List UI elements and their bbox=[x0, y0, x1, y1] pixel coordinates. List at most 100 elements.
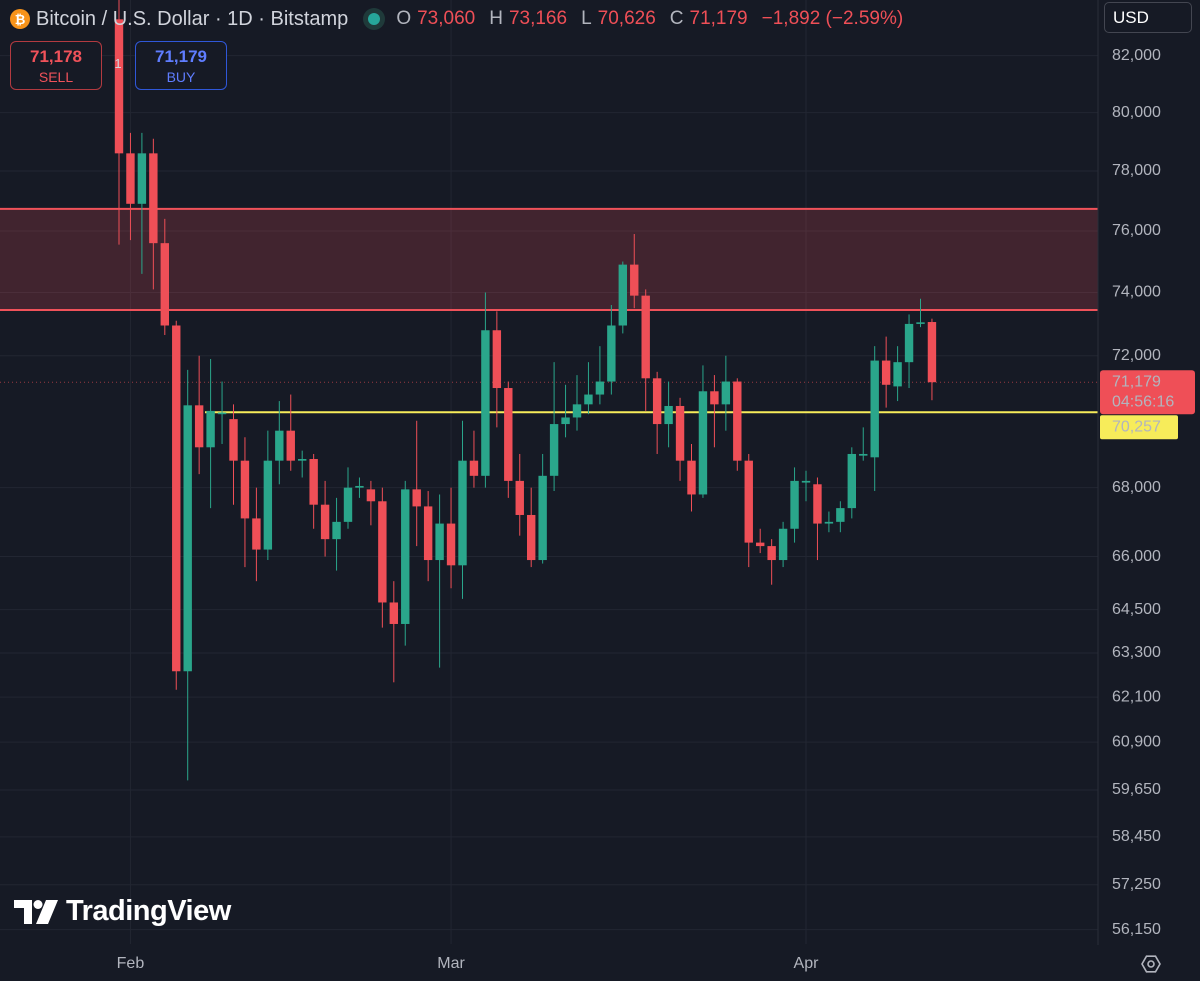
candle-body bbox=[549, 424, 559, 476]
candle-body bbox=[836, 508, 845, 522]
candle-body bbox=[332, 521, 341, 540]
candle-body bbox=[469, 460, 479, 476]
y-tick-label: 58,450 bbox=[1112, 828, 1161, 845]
settings-icon[interactable] bbox=[1141, 955, 1161, 973]
y-tick-label: 72,000 bbox=[1112, 347, 1161, 364]
price-axis-bg bbox=[1098, 0, 1200, 981]
candle-body bbox=[893, 362, 902, 387]
candle-body bbox=[286, 430, 295, 461]
candle-body bbox=[813, 484, 822, 524]
candle-body bbox=[412, 489, 421, 507]
buy-price[interactable]: 71,179 bbox=[155, 46, 207, 66]
candle-body bbox=[595, 381, 605, 395]
candle-body bbox=[572, 404, 582, 418]
y-tick-label: 60,900 bbox=[1112, 733, 1161, 750]
candle-body bbox=[401, 489, 410, 624]
settings-hex[interactable] bbox=[1141, 955, 1161, 973]
candle-body bbox=[733, 381, 742, 461]
buy-label[interactable]: BUY bbox=[166, 68, 196, 85]
y-tick-label: 78,000 bbox=[1112, 162, 1161, 179]
ohlc-value: 70,626 bbox=[597, 8, 656, 29]
sell-label[interactable]: SELL bbox=[38, 68, 74, 85]
candle-body bbox=[744, 460, 753, 543]
y-tick-label: 63,300 bbox=[1112, 644, 1161, 661]
candle-body bbox=[584, 394, 593, 405]
candle-body bbox=[790, 480, 799, 529]
candle-body bbox=[538, 475, 547, 561]
candle-body bbox=[710, 391, 719, 405]
ohlc-value: 73,060 bbox=[417, 8, 476, 29]
candle-body bbox=[504, 388, 513, 481]
logo-text[interactable]: TradingView bbox=[66, 895, 231, 927]
logo-part bbox=[36, 899, 58, 924]
ohlc-key: H bbox=[489, 8, 503, 29]
candle-body bbox=[641, 295, 650, 379]
candle-body bbox=[355, 485, 364, 488]
candle-body bbox=[217, 412, 227, 415]
candle-body bbox=[389, 602, 398, 624]
symbol[interactable]: Bitcoin / U.S. Dollar · 1D · Bitstamp bbox=[36, 7, 349, 30]
candle-body bbox=[298, 458, 307, 461]
candle-body bbox=[114, 19, 124, 154]
sell-button[interactable]: 71,178 SELL bbox=[10, 41, 102, 90]
candle-body bbox=[824, 521, 834, 524]
status-dot bbox=[368, 13, 381, 25]
change: −1,892 (−2.59%) bbox=[761, 8, 904, 29]
candle-body bbox=[675, 405, 685, 461]
candle-body bbox=[927, 322, 937, 383]
candle-body bbox=[916, 322, 925, 324]
level-label: 70,257 bbox=[1112, 419, 1161, 436]
candle-body bbox=[801, 480, 811, 483]
candle-body bbox=[515, 480, 524, 515]
candle-body bbox=[252, 518, 261, 550]
candle-body bbox=[137, 153, 147, 204]
level-label-box bbox=[1100, 415, 1178, 440]
candle-body bbox=[320, 504, 330, 540]
candle-body bbox=[778, 528, 788, 561]
buy-button[interactable]: 71,179 BUY bbox=[135, 41, 227, 90]
price-label-box bbox=[1100, 370, 1195, 415]
currency-button[interactable]: USD bbox=[1104, 2, 1192, 33]
candle-body bbox=[847, 453, 856, 509]
settings-center[interactable] bbox=[1147, 960, 1155, 968]
countdown: 04:56:16 bbox=[1112, 393, 1174, 410]
ohlc-key: C bbox=[669, 8, 684, 29]
coin-icon: ₿ bbox=[10, 9, 30, 29]
y-tick-label: 74,000 bbox=[1112, 284, 1161, 301]
y-tick-label: 64,500 bbox=[1112, 601, 1161, 618]
candle-body bbox=[343, 487, 353, 522]
y-tick-label: 68,000 bbox=[1112, 479, 1161, 496]
y-tick-label: 76,000 bbox=[1112, 222, 1161, 239]
ohlc-value: 71,179 bbox=[689, 8, 748, 29]
candle-body bbox=[423, 506, 433, 561]
candle-body bbox=[183, 405, 192, 672]
candle-body bbox=[378, 501, 387, 603]
resistance-zone bbox=[0, 208, 1098, 311]
candle-body bbox=[206, 410, 215, 448]
y-tick-label: 82,000 bbox=[1112, 47, 1161, 64]
spread: 1 bbox=[114, 56, 122, 71]
y-tick-label: 56,150 bbox=[1112, 921, 1161, 938]
candle-body bbox=[492, 330, 502, 389]
ohlc-value: 73,166 bbox=[508, 8, 568, 29]
header: ₿ Bitcoin / U.S. Dollar · 1D · Bitstamp … bbox=[10, 5, 911, 33]
sell-price[interactable]: 71,178 bbox=[30, 46, 82, 66]
logo[interactable]: TradingView bbox=[14, 895, 231, 928]
x-tick-label: Mar bbox=[437, 955, 465, 972]
candle-body bbox=[561, 417, 570, 425]
candle-body bbox=[664, 405, 673, 425]
candle-body bbox=[446, 523, 456, 566]
candle-body bbox=[366, 489, 376, 502]
candle-body bbox=[309, 458, 318, 505]
candle-body bbox=[756, 542, 765, 547]
candle-body bbox=[126, 153, 135, 204]
candle-body bbox=[859, 453, 868, 456]
candle-body bbox=[263, 460, 273, 550]
candle-body bbox=[881, 360, 891, 385]
candle-body bbox=[229, 419, 238, 461]
logo-part bbox=[14, 899, 32, 924]
logo-part bbox=[33, 899, 43, 909]
candle-body bbox=[435, 523, 444, 561]
